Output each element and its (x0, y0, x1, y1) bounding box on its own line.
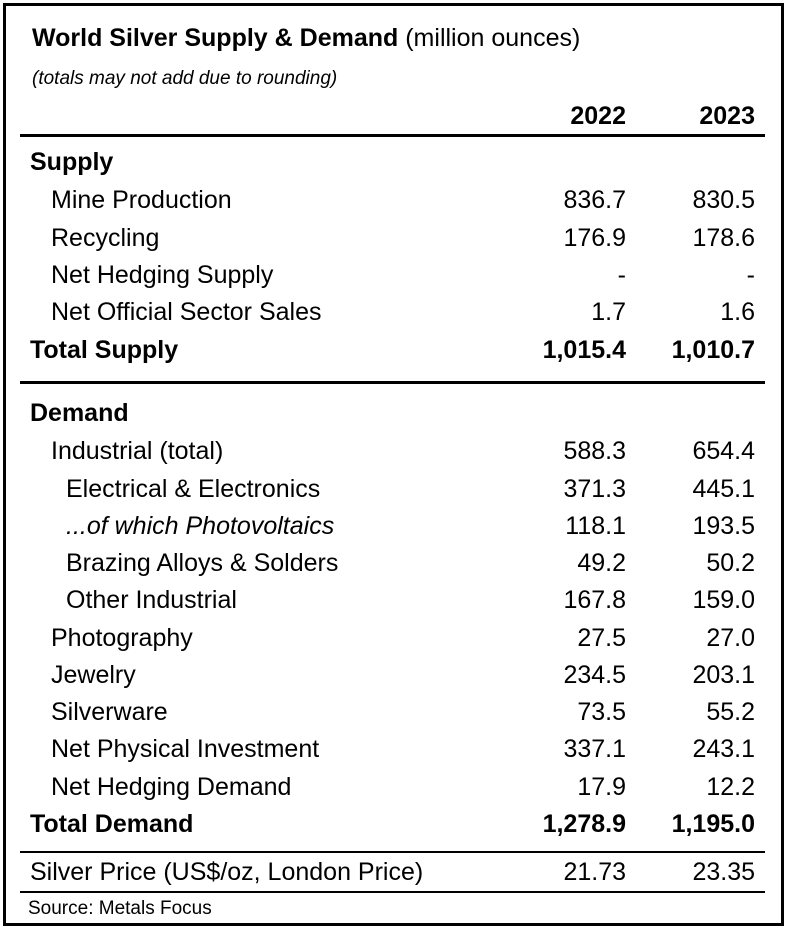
row-label: Jewelry (51, 661, 136, 689)
table-row-jewelry: Jewelry 234.5 203.1 (6, 661, 787, 698)
row-label: Total Supply (30, 336, 179, 364)
cell-2022: 588.3 (563, 437, 626, 465)
table-row-total-supply: Total Supply 1,015.4 1,010.7 (6, 336, 787, 373)
cell-2023: 23.35 (692, 858, 755, 886)
row-label: Net Official Sector Sales (51, 298, 322, 326)
cell-2023: 830.5 (692, 186, 755, 214)
cell-2022: 49.2 (577, 549, 626, 577)
divider-supply-demand (20, 381, 765, 384)
cell-2023: 55.2 (706, 698, 755, 726)
table-row-demand: Demand (6, 399, 787, 436)
cell-2022: 1.7 (591, 298, 626, 326)
row-label: Silverware (51, 698, 168, 726)
cell-2022: 1,278.9 (542, 810, 626, 838)
table-row-brazing-alloys-solders: Brazing Alloys & Solders 49.2 50.2 (6, 549, 787, 586)
cell-2022: 1,015.4 (542, 336, 626, 364)
row-label: Photography (51, 624, 193, 652)
cell-2023: 27.0 (706, 624, 755, 652)
divider-header (20, 134, 765, 137)
cell-2023: 12.2 (706, 773, 755, 801)
table-row-silverware: Silverware 73.5 55.2 (6, 698, 787, 735)
table-note: (totals may not add due to rounding) (32, 68, 338, 89)
table-row-industrial-total: Industrial (total) 588.3 654.4 (6, 437, 787, 474)
row-label: Net Hedging Demand (51, 773, 292, 801)
table-title: World Silver Supply & Demand (million ou… (32, 24, 580, 53)
row-label: Supply (30, 148, 114, 176)
cell-2022: 836.7 (563, 186, 626, 214)
column-header-2023: 2023 (699, 102, 755, 130)
cell-2023: 1,195.0 (671, 810, 755, 838)
cell-2023: 1.6 (720, 298, 755, 326)
cell-2023: 193.5 (692, 512, 755, 540)
row-label: ...of which Photovoltaics (66, 512, 335, 540)
cell-2022: 167.8 (563, 586, 626, 614)
table-row-other-industrial: Other Industrial 167.8 159.0 (6, 586, 787, 623)
cell-2022: 27.5 (577, 624, 626, 652)
row-label: Mine Production (51, 186, 232, 214)
table-row-mine-production: Mine Production 836.7 830.5 (6, 186, 787, 223)
cell-2023: 1,010.7 (671, 336, 755, 364)
title-main: World Silver Supply & Demand (32, 24, 399, 52)
table-row-silver-price-us-oz-london-price: Silver Price (US$/oz, London Price) 21.73… (6, 858, 787, 895)
table-row-net-hedging-demand: Net Hedging Demand 17.9 12.2 (6, 773, 787, 810)
row-label: Electrical & Electronics (66, 475, 321, 503)
row-label: Recycling (51, 224, 160, 252)
cell-2022: 337.1 (563, 735, 626, 763)
row-label: Total Demand (30, 810, 194, 838)
source-note: Source: Metals Focus (28, 898, 212, 919)
row-label: Brazing Alloys & Solders (66, 549, 339, 577)
cell-2022: 176.9 (563, 224, 626, 252)
row-label: Net Hedging Supply (51, 261, 274, 289)
cell-2022: 17.9 (577, 773, 626, 801)
table-row-of-which-photovoltaics: ...of which Photovoltaics 118.1 193.5 (6, 512, 787, 549)
table-row-photography: Photography 27.5 27.0 (6, 624, 787, 661)
table-row-net-official-sector-sales: Net Official Sector Sales 1.7 1.6 (6, 298, 787, 335)
row-label: Other Industrial (66, 586, 237, 614)
cell-2022: - (617, 261, 626, 289)
divider-demand-price (20, 851, 765, 853)
cell-2023: 654.4 (692, 437, 755, 465)
table-row-electrical-electronics: Electrical & Electronics 371.3 445.1 (6, 475, 787, 512)
title-unit: (million ounces) (405, 24, 581, 52)
cell-2022: 73.5 (577, 698, 626, 726)
cell-2023: 203.1 (692, 661, 755, 689)
row-label: Silver Price (US$/oz, London Price) (30, 858, 424, 886)
cell-2022: 371.3 (563, 475, 626, 503)
table-row-net-hedging-supply: Net Hedging Supply - - (6, 261, 787, 298)
cell-2023: 178.6 (692, 224, 755, 252)
table-row-supply: Supply (6, 148, 787, 185)
row-label: Net Physical Investment (51, 735, 320, 763)
row-label: Demand (30, 399, 129, 427)
cell-2023: 159.0 (692, 586, 755, 614)
cell-2023: 50.2 (706, 549, 755, 577)
row-label: Industrial (total) (51, 437, 224, 465)
silver-supply-demand-table: World Silver Supply & Demand (million ou… (3, 3, 784, 926)
cell-2022: 21.73 (563, 858, 626, 886)
table-row-net-physical-investment: Net Physical Investment 337.1 243.1 (6, 735, 787, 772)
cell-2022: 118.1 (565, 512, 626, 540)
cell-2023: - (746, 261, 755, 289)
table-row-total-demand: Total Demand 1,278.9 1,195.0 (6, 810, 787, 847)
column-header-2022: 2022 (570, 102, 626, 130)
divider-price-source (20, 891, 765, 893)
table-row-recycling: Recycling 176.9 178.6 (6, 224, 787, 261)
cell-2022: 234.5 (563, 661, 626, 689)
cell-2023: 243.1 (692, 735, 755, 763)
cell-2023: 445.1 (692, 475, 755, 503)
